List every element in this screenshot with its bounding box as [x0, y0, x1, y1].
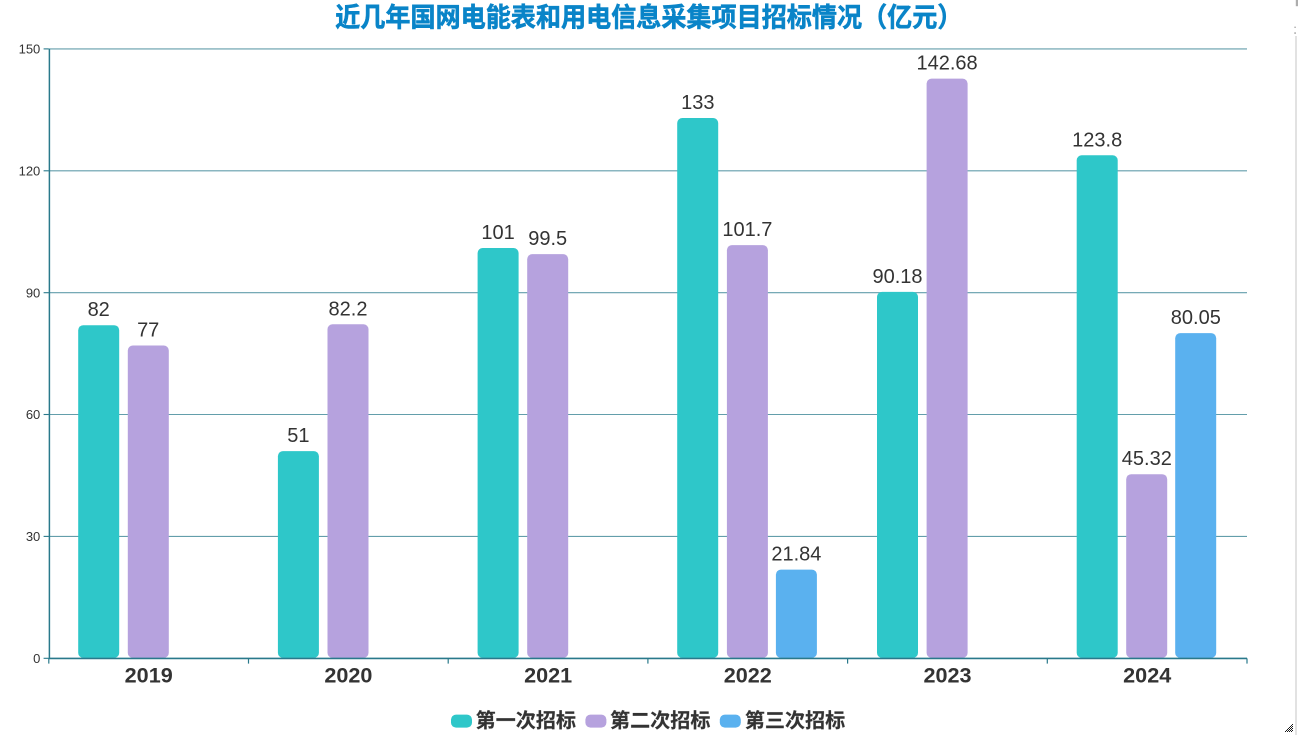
svg-text:101: 101: [481, 222, 514, 244]
svg-text:80.05: 80.05: [1171, 307, 1221, 329]
svg-text:142.68: 142.68: [917, 53, 978, 75]
svg-text:2019: 2019: [125, 663, 173, 688]
svg-text:2022: 2022: [724, 663, 772, 688]
svg-text:90.18: 90.18: [872, 266, 922, 288]
svg-text:0: 0: [33, 651, 40, 666]
svg-text:120: 120: [19, 163, 41, 178]
svg-text:2020: 2020: [324, 663, 372, 688]
svg-text:82: 82: [88, 299, 110, 321]
svg-text:60: 60: [26, 407, 40, 422]
svg-text:101.7: 101.7: [722, 219, 772, 241]
svg-text:123.8: 123.8: [1072, 129, 1122, 151]
svg-text:2024: 2024: [1123, 663, 1171, 688]
svg-text:2021: 2021: [524, 663, 572, 688]
svg-text:21.84: 21.84: [771, 544, 821, 566]
svg-text:90: 90: [26, 285, 40, 300]
svg-text:2023: 2023: [923, 663, 971, 688]
svg-text:99.5: 99.5: [528, 228, 567, 250]
svg-text:150: 150: [19, 42, 41, 57]
svg-text:30: 30: [26, 529, 40, 544]
svg-text:77: 77: [137, 320, 159, 342]
svg-text:133: 133: [681, 92, 714, 114]
svg-text:45.32: 45.32: [1122, 448, 1172, 470]
svg-text:82.2: 82.2: [329, 298, 368, 320]
svg-text:51: 51: [287, 425, 309, 447]
